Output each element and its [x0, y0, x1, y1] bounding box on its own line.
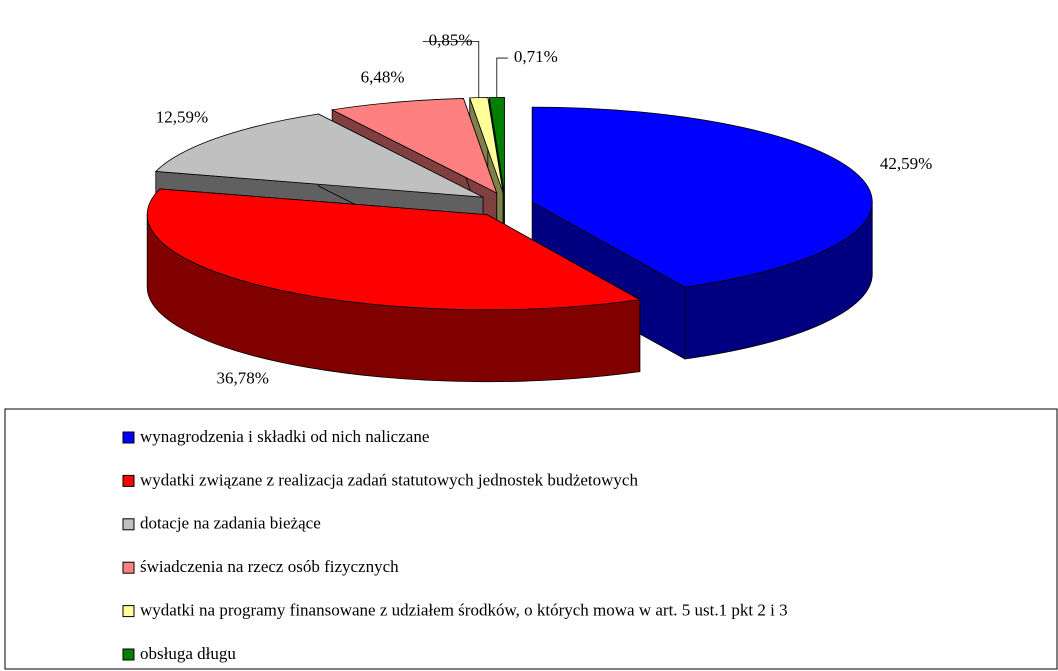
data-label: 36,78%	[216, 368, 268, 387]
legend-swatch	[122, 431, 135, 444]
slice	[531, 106, 873, 288]
legend-swatch	[122, 605, 135, 618]
legend-swatch	[122, 474, 135, 487]
leader-line	[422, 40, 480, 98]
data-label: 0,71%	[514, 47, 558, 66]
leader-line	[496, 57, 508, 98]
slice	[330, 98, 498, 194]
data-label: 0,85%	[429, 30, 473, 49]
legend-label: wydatki na programy finansowane z udział…	[140, 601, 788, 620]
data-label: 6,48%	[361, 67, 405, 86]
slice	[488, 97, 505, 193]
legend-label: wynagrodzenia i składki od nich naliczan…	[140, 427, 429, 446]
data-label: 42,59%	[880, 154, 932, 173]
slice	[146, 188, 642, 311]
legend-swatch	[122, 561, 135, 574]
legend-label: świadczenia na rzecz osób fizycznych	[140, 557, 399, 576]
legend-swatch	[122, 648, 135, 661]
slice	[154, 113, 484, 198]
legend-swatch	[122, 518, 135, 531]
legend-label: dotacje na zadania bieżące	[140, 514, 321, 533]
legend-box	[4, 408, 1058, 670]
legend-label: obsługa długu	[140, 644, 236, 663]
data-label: 12,59%	[156, 107, 208, 126]
legend-label: wydatki związane z realizacja zadań stat…	[140, 470, 638, 489]
